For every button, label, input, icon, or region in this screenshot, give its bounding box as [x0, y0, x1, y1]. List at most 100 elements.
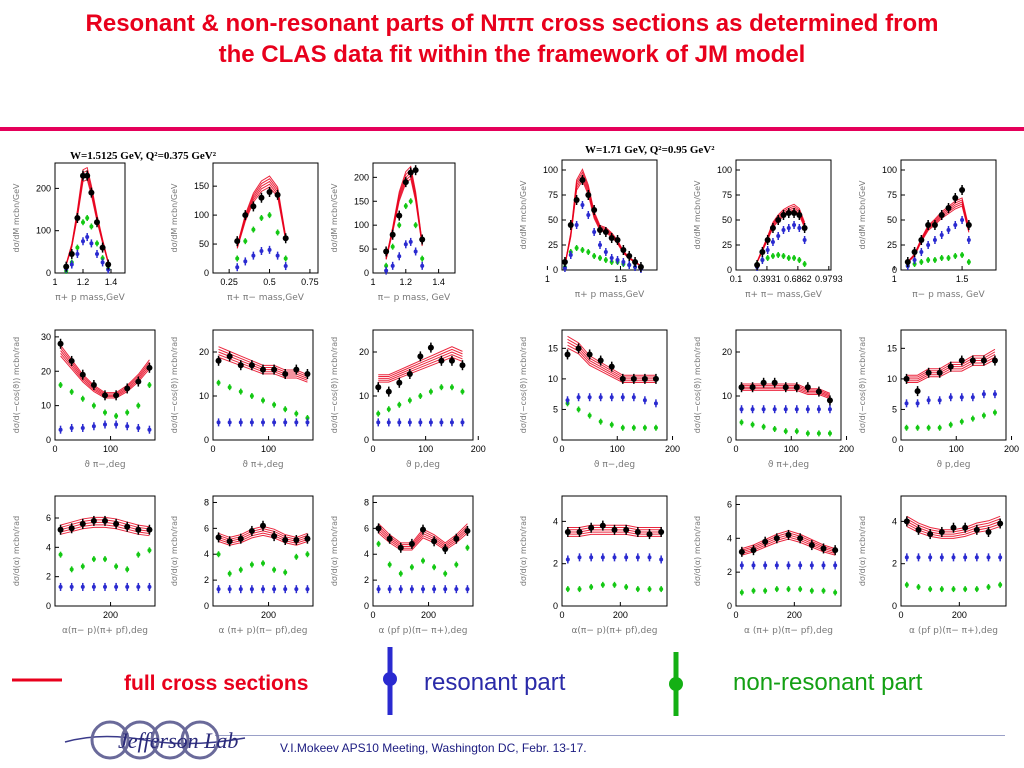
data-point: [237, 362, 244, 369]
data-point: [420, 526, 426, 533]
resonant-point: [432, 587, 437, 592]
x-axis-label: ϑ π+,deg: [768, 460, 809, 470]
nonresonant-point: [772, 427, 777, 431]
full-cross-section-curve: [567, 347, 656, 384]
data-point: [903, 375, 910, 382]
data-point: [936, 369, 943, 376]
nonresonant-point: [959, 419, 964, 424]
data-point: [102, 517, 108, 524]
data-point: [597, 357, 604, 364]
data-point: [938, 528, 945, 535]
nonresonant-point: [80, 396, 85, 401]
nonresonant-point: [283, 256, 288, 261]
resonant-point: [816, 407, 821, 412]
x-tick-label: 0.3931: [753, 274, 781, 284]
data-point: [442, 546, 449, 553]
resonant-point: [216, 420, 221, 425]
x-tick-label: 1: [892, 274, 897, 284]
resonant-point: [580, 203, 585, 207]
x-tick-label: 200: [787, 610, 802, 620]
data-point: [146, 526, 153, 533]
data-point: [419, 236, 426, 243]
data-point: [105, 261, 112, 268]
y-tick-label: 50: [359, 244, 369, 254]
nonresonant-point: [465, 545, 470, 550]
data-point: [904, 259, 911, 265]
data-point: [573, 197, 580, 203]
resonant-point: [136, 584, 141, 589]
panel-frame: [212, 495, 314, 607]
resonant-point: [428, 420, 433, 425]
resonant-point: [751, 563, 756, 568]
resonant-point: [761, 407, 766, 412]
y-tick-label: 25: [548, 240, 558, 250]
resonant-point: [948, 395, 953, 400]
y-tick-label: 75: [548, 190, 558, 200]
full-cross-section-curve: [60, 350, 150, 396]
nonresonant-point: [946, 256, 951, 260]
data-point: [293, 537, 300, 543]
data-point: [260, 366, 266, 373]
nonresonant-point: [386, 407, 391, 412]
panel-frame: [561, 329, 668, 441]
y-tick-label: 0: [892, 601, 897, 611]
y-tick-label: 50: [199, 239, 209, 249]
x-tick-label: 100: [784, 444, 799, 454]
nonresonant-point: [249, 394, 254, 398]
nonresonant-point: [739, 590, 744, 595]
data-point: [274, 191, 281, 198]
resonant-point: [443, 587, 448, 592]
resonant-point: [243, 259, 248, 264]
data-point: [113, 392, 120, 399]
nonresonant-point: [574, 246, 579, 250]
nonresonant-point: [600, 582, 605, 587]
x-tick-label: 0: [733, 444, 738, 454]
data-point: [769, 225, 776, 231]
data-point: [68, 250, 75, 257]
data-point: [258, 194, 265, 201]
resonant-point: [986, 555, 991, 560]
data-point: [124, 523, 131, 530]
resonant-point: [439, 420, 444, 425]
data-point: [464, 527, 471, 534]
data-point: [632, 259, 639, 265]
nonresonant-point: [926, 425, 931, 430]
y-tick-label: 25: [887, 240, 897, 250]
resonant-point: [647, 555, 652, 560]
resonant-point: [91, 584, 96, 589]
nonresonant-point: [603, 258, 608, 262]
resonant-point: [915, 401, 920, 406]
x-tick-label: 200: [952, 610, 967, 620]
data-point: [383, 248, 390, 255]
data-point: [375, 525, 382, 532]
y-axis-label: dσ/d(α) mcbn/rad: [330, 516, 339, 586]
y-tick-label: 0: [727, 601, 732, 611]
nonresonant-point: [397, 223, 402, 228]
y-axis-label: dσ/dM mcbn/GeV: [858, 180, 867, 250]
y-tick-label: 100: [354, 220, 369, 230]
nonresonant-point: [642, 425, 647, 430]
data-point: [215, 357, 222, 364]
full-cross-section-curve: [907, 205, 970, 263]
nonresonant-point: [243, 239, 248, 244]
resonant-point: [603, 250, 608, 254]
nonresonant-point: [272, 402, 277, 407]
data-point: [448, 357, 455, 364]
data-point: [407, 169, 414, 176]
resonant-point: [653, 401, 658, 406]
data-point: [997, 520, 1004, 527]
y-tick-label: 6: [727, 499, 732, 509]
x-axis-label: π− p mass, GeV: [912, 290, 985, 300]
y-tick-label: 15: [887, 343, 897, 353]
nonresonant-point: [919, 260, 924, 264]
resonant-point: [959, 395, 964, 400]
data-point: [304, 535, 311, 542]
nonresonant-point: [809, 588, 814, 593]
resonant-point: [783, 407, 788, 412]
resonant-point: [89, 241, 94, 246]
y-tick-label: 0: [553, 265, 558, 275]
nonresonant-point: [612, 582, 617, 587]
y-tick-label: 0: [553, 435, 558, 445]
data-point: [658, 528, 665, 535]
nonresonant-point: [586, 250, 591, 254]
